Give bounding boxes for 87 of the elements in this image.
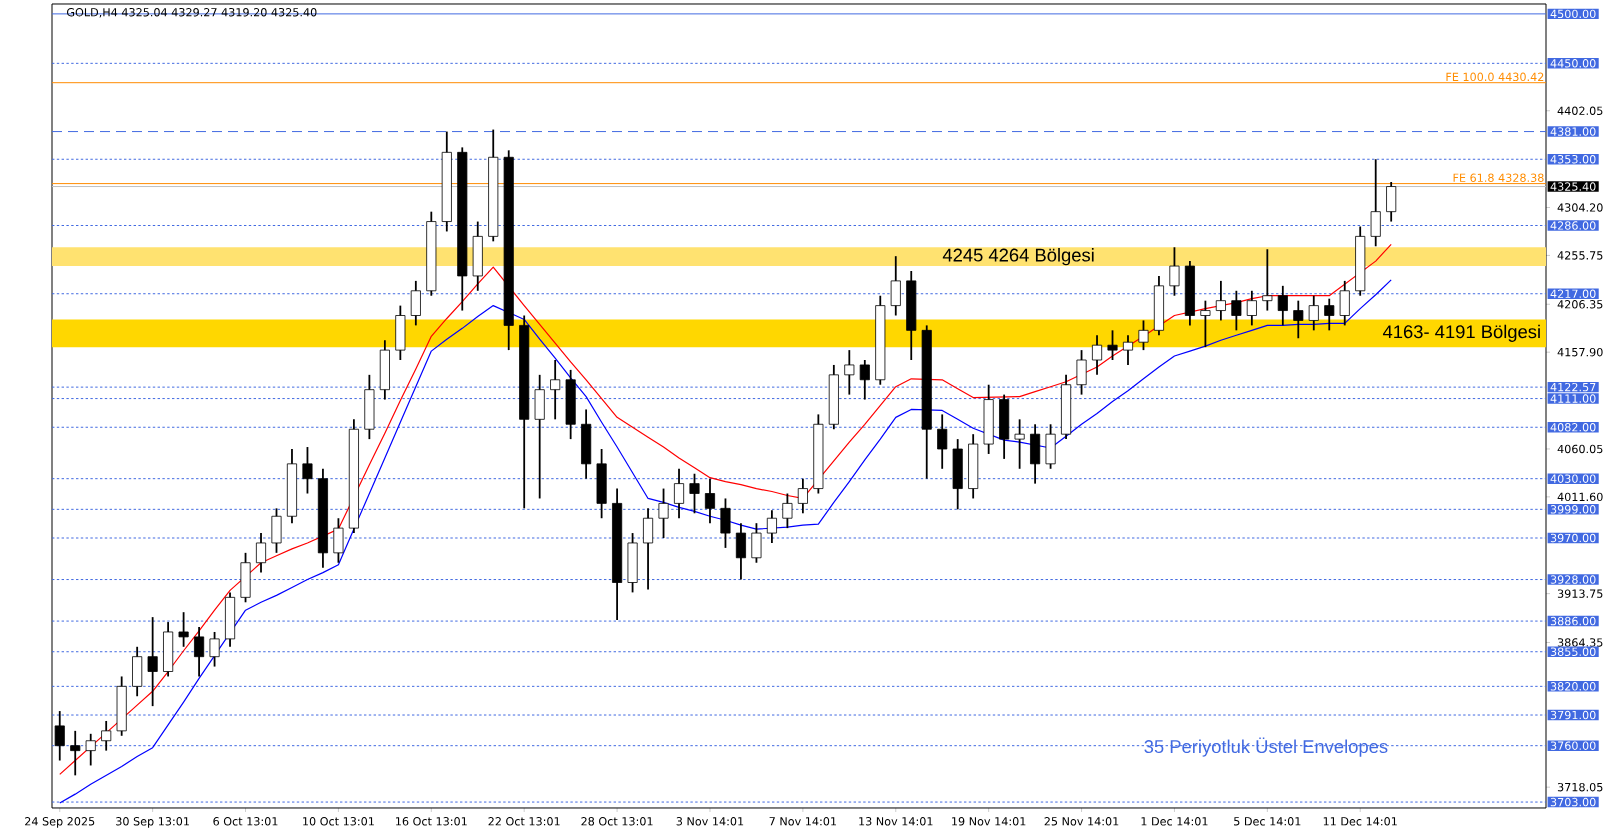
candlestick — [1107, 329, 1118, 361]
x-tick-label: 13 Nov 14:01 — [859, 817, 933, 826]
candlestick — [937, 413, 948, 470]
candlestick — [689, 472, 700, 515]
y-tick-label: 4060.05 — [1557, 444, 1603, 454]
x-tick-label: 10 Oct 13:01 — [303, 817, 374, 826]
candlestick — [1014, 418, 1025, 470]
y-tick-label: 4206.35 — [1557, 300, 1603, 309]
ref-line-label: 3791.00 — [1550, 710, 1596, 720]
y-tick-label: 4255.75 — [1557, 251, 1603, 260]
candlestick — [255, 532, 267, 574]
band-label: 4245 4264 Bölgesi — [942, 248, 1094, 266]
ref-line-label: 4353.00 — [1550, 155, 1596, 164]
ref-line-label: 4450.00 — [1550, 59, 1596, 68]
x-tick-label: 1 Dec 14:01 — [1141, 817, 1208, 826]
candlestick — [859, 359, 870, 401]
candlestick — [147, 616, 158, 708]
candlestick — [1262, 248, 1273, 312]
candlestick — [1231, 289, 1242, 332]
candlestick — [1169, 246, 1180, 297]
ref-line-label: 4111.00 — [1550, 394, 1596, 403]
candlestick — [1215, 279, 1226, 322]
candlestick — [85, 732, 96, 767]
candlestick — [658, 487, 669, 539]
candlestick — [1138, 319, 1149, 352]
x-tick-label: 22 Oct 13:01 — [488, 817, 560, 826]
y-tick-label: 4011.60 — [1557, 492, 1603, 502]
candlestick — [54, 710, 65, 762]
ref-line-label: 4286.00 — [1550, 221, 1596, 230]
y-tick-label: 4157.90 — [1557, 347, 1603, 357]
ref-line-label: 3760.00 — [1550, 741, 1596, 750]
candlestick — [209, 631, 220, 668]
candlestick — [302, 446, 313, 495]
ref-line-label: 4325.40 — [1550, 182, 1596, 191]
candlestick — [844, 349, 855, 396]
candlestick — [1091, 334, 1103, 376]
ref-line-label: 4381.00 — [1550, 127, 1596, 136]
candlestick — [1277, 284, 1288, 327]
ref-line-label: 4082.00 — [1550, 423, 1596, 432]
x-tick-label: 3 Nov 14:01 — [676, 817, 744, 826]
candlestick — [1293, 299, 1304, 340]
candlestick — [1122, 334, 1134, 366]
annotation: 35 Periyotluk Üstel Envelopes — [1144, 737, 1388, 757]
ref-line-label: FE 100.0 4430.42 — [1446, 72, 1544, 82]
x-tick-label: 24 Sep 2025 — [25, 817, 95, 828]
candlestick — [1308, 294, 1319, 332]
ref-line-label: 3855.00 — [1550, 647, 1596, 656]
candlestick — [70, 729, 81, 777]
candlestick — [673, 467, 685, 520]
y-tick-label: 4304.20 — [1557, 203, 1603, 212]
ref-line-label: 4030.00 — [1550, 474, 1596, 483]
x-tick-label: 19 Nov 14:01 — [952, 817, 1026, 826]
x-tick-label: 28 Oct 13:01 — [581, 817, 653, 826]
ref-line-label: 3886.00 — [1550, 616, 1596, 626]
candlestick — [766, 509, 777, 544]
ref-line-label: 4500.00 — [1550, 9, 1596, 19]
y-tick-label: 4402.05 — [1557, 106, 1603, 115]
candlestick — [797, 477, 808, 515]
candlestick — [1324, 297, 1335, 332]
ref-line-label: 3703.00 — [1550, 797, 1596, 807]
y-tick-label: 3913.75 — [1557, 589, 1603, 598]
ref-line-label: 4217.00 — [1550, 289, 1596, 298]
x-tick-label: 6 Oct 13:01 — [213, 817, 278, 826]
ref-line-label: FE 61.8 4328.38 — [1453, 173, 1544, 182]
candlestick — [1200, 299, 1211, 349]
candlestick — [782, 492, 793, 530]
ref-line-label: 4122.57 — [1550, 382, 1596, 392]
y-tick-label: 3864.35 — [1557, 638, 1603, 647]
x-tick-label: 11 Dec 14:01 — [1323, 817, 1397, 826]
candlestick — [550, 359, 561, 421]
x-tick-label: 30 Sep 13:01 — [116, 817, 189, 828]
ref-line-label: 3820.00 — [1550, 682, 1596, 691]
candlestick — [704, 477, 716, 525]
ref-line-label: 3970.00 — [1550, 533, 1596, 543]
chart-title: GOLD,H4 4325.04 4329.27 4319.20 4325.40 — [66, 8, 317, 18]
candlestick — [178, 611, 189, 648]
ref-line-label: 3999.00 — [1550, 505, 1596, 514]
candlestick — [101, 720, 112, 752]
x-tick-label: 16 Oct 13:01 — [396, 817, 467, 826]
x-tick-label: 7 Nov 14:01 — [769, 817, 837, 826]
band-label: 4163- 4191 Bölgesi — [1382, 324, 1540, 342]
ref-line-label: 3928.00 — [1550, 575, 1596, 584]
y-tick-label: 3718.05 — [1557, 782, 1603, 792]
candlestick — [194, 626, 205, 678]
x-tick-label: 5 Dec 14:01 — [1234, 817, 1301, 826]
candlestick — [1246, 289, 1257, 327]
x-tick-label: 25 Nov 14:01 — [1044, 817, 1119, 826]
